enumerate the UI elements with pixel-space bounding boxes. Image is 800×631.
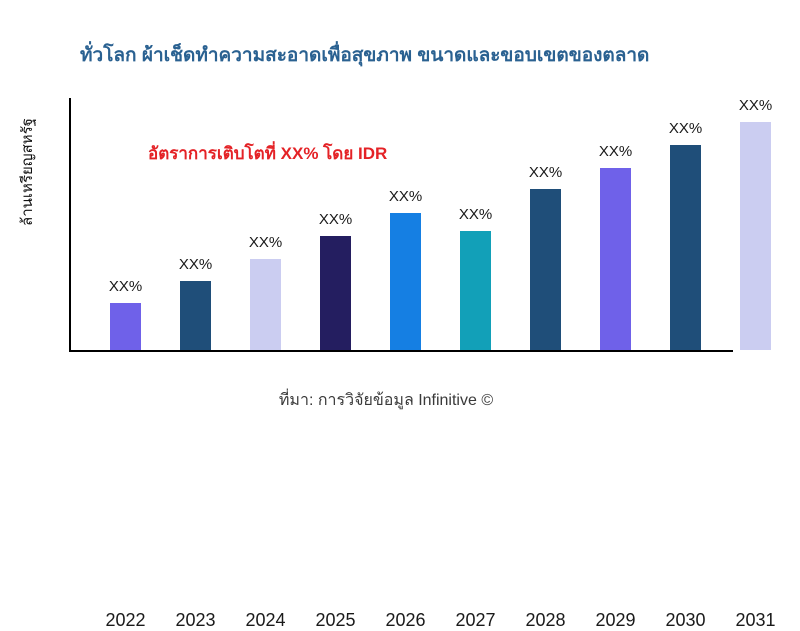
bar bbox=[320, 236, 351, 350]
bar-value-label: XX% bbox=[598, 143, 633, 160]
x-axis-tick-label: 2028 bbox=[525, 610, 566, 630]
x-axis-tick-label: 2027 bbox=[455, 610, 496, 630]
bar-value-label: XX% bbox=[668, 120, 703, 137]
x-axis-tick-label: 2024 bbox=[245, 610, 286, 630]
bar bbox=[600, 168, 631, 350]
bar-value-label: XX% bbox=[248, 234, 283, 251]
bar bbox=[460, 231, 491, 350]
bar-value-label: XX% bbox=[178, 256, 213, 273]
x-axis-tick-label: 2025 bbox=[315, 610, 356, 630]
x-axis-line bbox=[69, 350, 733, 352]
plot-area: XX% 2022 XX% 2023 XX% 2024 XX% 2025 XX% 2026 XX% 20… bbox=[69, 97, 781, 630]
bar bbox=[110, 303, 141, 350]
x-axis-tick-label: 2022 bbox=[105, 610, 146, 630]
bar bbox=[180, 281, 211, 350]
x-axis-tick-label: 2026 bbox=[385, 610, 426, 630]
y-axis-label: ล้านเหรียญสหรัฐ bbox=[19, 118, 36, 226]
x-axis-tick-label: 2029 bbox=[595, 610, 636, 630]
bar-value-label: XX% bbox=[108, 278, 143, 295]
bar-value-label: XX% bbox=[738, 97, 773, 114]
x-axis-tick-label: 2023 bbox=[175, 610, 216, 630]
chart-title: ทั่วโลก ผ้าเช็ดทำความสะอาดเพื่อสุขภาพ ขน… bbox=[80, 45, 650, 66]
bar bbox=[740, 122, 771, 350]
source-caption: ที่มา: การวิจัยข้อมูล Infinitive © bbox=[278, 392, 494, 409]
bar bbox=[390, 213, 421, 350]
x-axis-tick-label: 2030 bbox=[665, 610, 706, 630]
growth-rate-annotation: อัตราการเติบโตที่ XX% โดย IDR bbox=[148, 144, 388, 163]
bar bbox=[530, 189, 561, 350]
bar-value-label: XX% bbox=[458, 206, 493, 223]
bar bbox=[670, 145, 701, 350]
bar-value-label: XX% bbox=[528, 164, 563, 181]
bar-value-label: XX% bbox=[388, 188, 423, 205]
bar-value-label: XX% bbox=[318, 211, 353, 228]
x-axis-tick-label: 2031 bbox=[735, 610, 776, 630]
bar bbox=[250, 259, 281, 350]
y-axis-line bbox=[69, 98, 71, 350]
